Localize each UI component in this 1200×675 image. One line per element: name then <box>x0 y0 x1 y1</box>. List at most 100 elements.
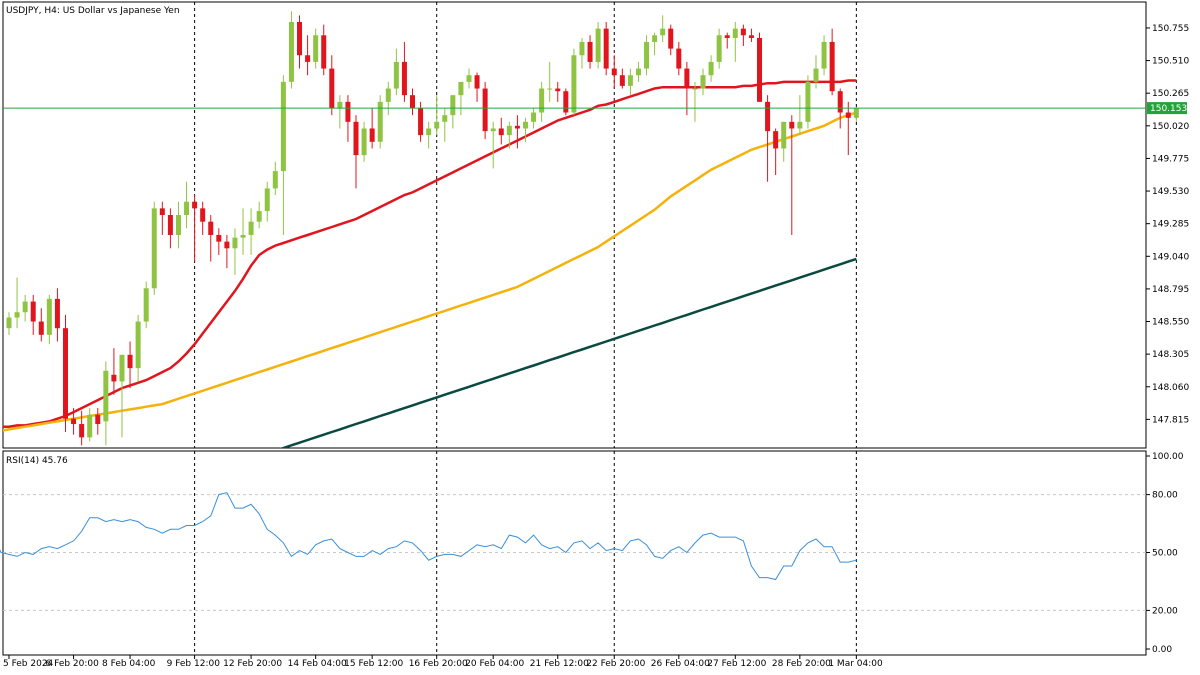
candle-body <box>329 68 335 109</box>
candle-body <box>458 81 464 96</box>
candle <box>716 28 722 69</box>
candle-body <box>79 424 85 438</box>
candle <box>288 11 294 89</box>
candle <box>676 41 682 76</box>
candle <box>724 32 730 49</box>
candle-body <box>248 221 254 235</box>
candle <box>264 181 270 222</box>
candle-body <box>200 208 206 222</box>
candle <box>377 95 383 149</box>
price-tick-label: 148.060 <box>1152 383 1189 393</box>
candle <box>482 81 488 140</box>
time-tick-label: 14 Feb 04:00 <box>288 659 347 669</box>
candle-body <box>619 75 625 86</box>
candle-body <box>466 75 472 82</box>
candle-body <box>385 88 391 102</box>
candle-body <box>765 101 771 132</box>
candle <box>757 32 763 102</box>
candle-body <box>716 35 722 62</box>
candle <box>401 41 407 102</box>
candle <box>506 121 512 149</box>
candle-body <box>740 28 746 36</box>
candle-body <box>111 374 117 382</box>
candle-body <box>821 41 827 69</box>
candle <box>345 95 351 142</box>
candle <box>587 35 593 69</box>
candle <box>167 208 173 249</box>
candle-body <box>393 61 399 89</box>
candle <box>813 55 819 89</box>
candle-body <box>175 215 181 235</box>
candle-body <box>6 317 12 329</box>
candle-body <box>87 414 93 438</box>
candle <box>119 354 125 438</box>
time-tick-label: 27 Feb 12:00 <box>707 659 766 669</box>
candle-body <box>280 81 286 172</box>
candle <box>224 234 230 269</box>
price-tick-label: 147.815 <box>1152 415 1189 425</box>
candle <box>466 68 472 89</box>
candle <box>297 15 303 69</box>
candle-body <box>757 37 763 102</box>
candle <box>627 68 633 96</box>
candlesticks <box>6 11 859 446</box>
candle <box>79 410 85 446</box>
chart-title: USDJPY, H4: US Dollar vs Japanese Yen <box>6 6 180 16</box>
ma-line-1 <box>3 79 857 428</box>
candle <box>595 21 601 69</box>
price-tick-label: 148.795 <box>1152 285 1189 295</box>
candle-body <box>603 28 609 69</box>
candle-body <box>845 112 851 118</box>
candle <box>361 121 367 162</box>
candle <box>159 201 165 235</box>
candle-body <box>297 21 303 56</box>
candle <box>240 208 246 255</box>
candle <box>700 68 706 96</box>
candle <box>450 95 456 129</box>
candle <box>845 101 851 156</box>
candle <box>514 115 520 149</box>
candle-body <box>644 41 650 69</box>
candle <box>151 201 157 295</box>
candle <box>313 28 319 69</box>
candle-body <box>531 112 537 122</box>
candle <box>740 24 746 46</box>
candle-body <box>264 188 270 212</box>
price-tick-label: 149.530 <box>1152 187 1189 197</box>
price-pane-border <box>2 1 1147 449</box>
candle <box>369 108 375 149</box>
candle <box>14 277 20 329</box>
rsi-tick-label: 0.00 <box>1152 645 1172 655</box>
candle <box>175 201 181 249</box>
candle <box>434 95 440 136</box>
rsi-axis: 100.00 80.00 50.00 20.00 0.00 <box>1146 452 1184 655</box>
candle-body <box>571 55 577 113</box>
price-tick-label: 150.510 <box>1152 57 1189 67</box>
candle-body <box>184 201 190 216</box>
candle-body <box>167 215 173 235</box>
time-tick-label: 9 Feb 12:00 <box>167 659 221 669</box>
candle <box>765 95 771 182</box>
candle-body <box>62 328 68 419</box>
candle <box>692 81 698 122</box>
rsi-label: RSI(14) 45.76 <box>6 456 68 466</box>
candle <box>555 81 561 102</box>
candle-body <box>22 301 28 313</box>
candle-body <box>313 35 319 62</box>
candle <box>46 294 52 345</box>
candle-body <box>192 201 198 209</box>
price-tick-label: 148.550 <box>1152 318 1189 328</box>
candle <box>644 35 650 76</box>
candle-body <box>781 121 787 149</box>
time-tick-label: 20 Feb 04:00 <box>465 659 524 669</box>
current-price-value: 150.153 <box>1150 104 1187 114</box>
candle <box>22 294 28 322</box>
price-tick-label: 150.020 <box>1152 122 1189 132</box>
candle-body <box>127 354 133 369</box>
candle <box>111 348 117 395</box>
candle <box>547 61 553 102</box>
candle-body <box>587 41 593 62</box>
time-tick-label: 28 Feb 20:00 <box>772 659 831 669</box>
candle <box>127 341 133 389</box>
